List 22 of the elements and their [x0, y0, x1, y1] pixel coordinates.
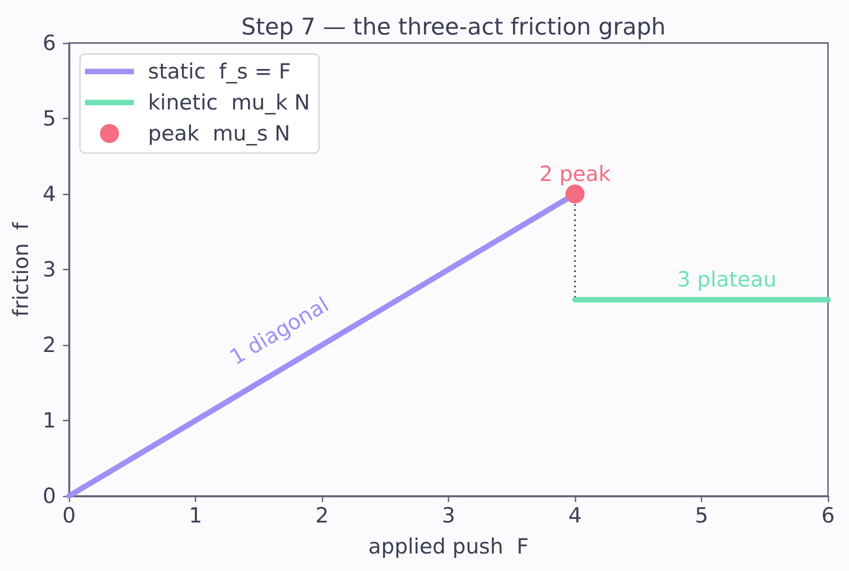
- x-tick-label: 1: [188, 504, 202, 528]
- x-tick-label: 5: [694, 504, 708, 528]
- chart-title: Step 7 — the three-act friction graph: [241, 14, 666, 40]
- y-tick-label: 6: [42, 31, 56, 55]
- legend-label: peak mu_s N: [148, 122, 290, 146]
- x-tick-label: 2: [315, 504, 329, 528]
- annotation: 3 plateau: [677, 268, 777, 292]
- y-tick-label: 4: [42, 182, 56, 206]
- y-tick-label: 1: [42, 408, 56, 432]
- y-tick-label: 0: [42, 484, 56, 508]
- legend-label: kinetic mu_k N: [148, 90, 310, 114]
- x-axis-title: applied push F: [368, 534, 529, 558]
- x-tick-label: 0: [62, 504, 76, 528]
- x-tick-label: 4: [568, 504, 582, 528]
- x-tick-label: 3: [442, 504, 456, 528]
- annotation: 2 peak: [539, 162, 612, 186]
- y-axis-title: friction f: [9, 222, 34, 317]
- y-tick-label: 3: [42, 258, 56, 282]
- legend-label: static f_s = F: [148, 60, 291, 84]
- x-tick-label: 6: [821, 504, 835, 528]
- y-tick-label: 2: [42, 333, 56, 357]
- y-tick-label: 5: [42, 106, 56, 130]
